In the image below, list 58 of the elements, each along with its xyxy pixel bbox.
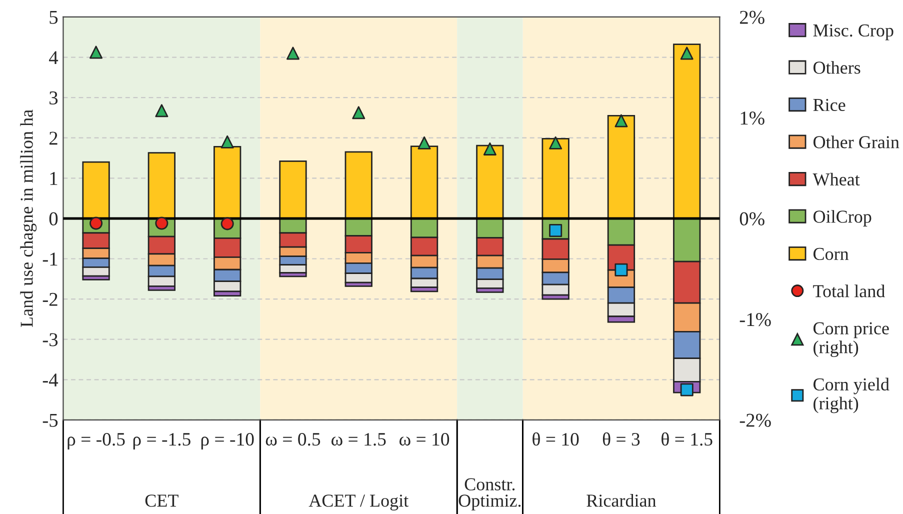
- x-tick-label: ω = 10: [399, 432, 450, 446]
- point: [680, 46, 694, 60]
- bar: [542, 138, 570, 220]
- x-tick-label: ρ = -1.5: [133, 433, 190, 450]
- y-tick-label: 5: [50, 10, 58, 24]
- text: CET: [145, 494, 178, 507]
- legend-label: Corn: [813, 248, 849, 260]
- legend-label: OilCrop: [813, 210, 872, 226]
- point: [220, 135, 234, 148]
- point: [483, 142, 496, 156]
- text: ACET / Logit: [308, 494, 409, 510]
- point: [90, 46, 103, 59]
- x-tick-label: ω = 0.5: [266, 432, 320, 446]
- y-tick-label: -3: [42, 333, 58, 346]
- y-tick-label: 4: [49, 51, 58, 64]
- text: Ricardian: [586, 494, 656, 507]
- x-tick-label: ρ = -10: [201, 432, 254, 450]
- y2-tick-label: 2%: [740, 10, 764, 24]
- legend-label: Others: [813, 61, 860, 74]
- x-tick-label: θ = 1.5: [662, 432, 712, 446]
- point: [680, 383, 694, 396]
- y-tick-label: -4: [42, 374, 58, 386]
- x-tick-label: θ = 10: [532, 432, 579, 446]
- bar: [607, 114, 636, 220]
- legend-label: Misc. Crop: [813, 24, 894, 40]
- point: [614, 114, 628, 128]
- y-tick-label: 2: [49, 132, 58, 145]
- y-tick-label: -2: [42, 292, 58, 306]
- y-tick-label: 1: [50, 172, 58, 185]
- y-tick-label: -1: [42, 252, 58, 266]
- bar: [476, 144, 504, 220]
- text: Constr. Optimiz.: [458, 478, 521, 510]
- x-tick-label: ρ = -0.5: [68, 432, 125, 450]
- legend-label: Other Grain: [813, 136, 900, 148]
- legend-label: Corn yield (right): [813, 378, 890, 414]
- point: [286, 46, 300, 60]
- bar: [344, 151, 372, 220]
- point: [418, 136, 431, 150]
- x-tick-label: ω = 1.5: [331, 433, 386, 446]
- y2-tick-label: 1%: [740, 112, 764, 125]
- y-tick-label: 3: [50, 91, 58, 104]
- y-axis-title: Land use chagne in million ha: [20, 110, 37, 327]
- y2-tick-label: -1%: [740, 313, 771, 326]
- x-tick-label: θ = 3: [602, 432, 640, 446]
- bar: [673, 44, 701, 220]
- y-tick-label: -5: [42, 414, 58, 427]
- point: [614, 263, 628, 276]
- point: [549, 136, 562, 150]
- bar: [279, 160, 307, 220]
- legend-label: Wheat: [812, 172, 860, 186]
- point: [352, 106, 366, 120]
- y-tick-label: 0: [49, 212, 58, 226]
- point: [155, 104, 168, 118]
- legend-label: Rice: [813, 98, 846, 112]
- y2-tick-label: -2%: [740, 414, 771, 427]
- y2-tick-label: 0%: [740, 212, 764, 226]
- legend-label: Total land: [813, 284, 885, 298]
- legend-label: Corn price (right): [813, 322, 889, 358]
